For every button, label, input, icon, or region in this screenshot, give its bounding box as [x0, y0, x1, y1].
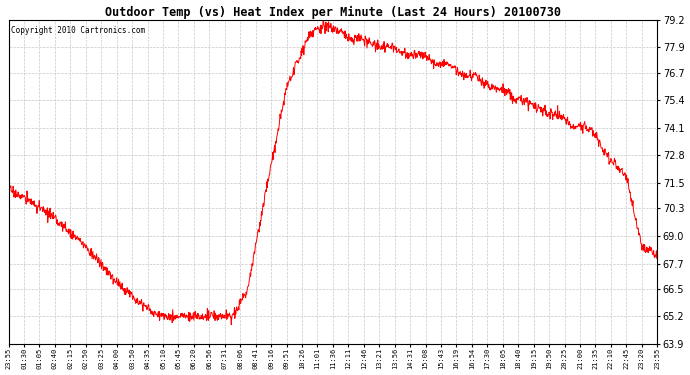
Text: Copyright 2010 Cartronics.com: Copyright 2010 Cartronics.com: [10, 26, 145, 35]
Title: Outdoor Temp (vs) Heat Index per Minute (Last 24 Hours) 20100730: Outdoor Temp (vs) Heat Index per Minute …: [105, 6, 561, 19]
